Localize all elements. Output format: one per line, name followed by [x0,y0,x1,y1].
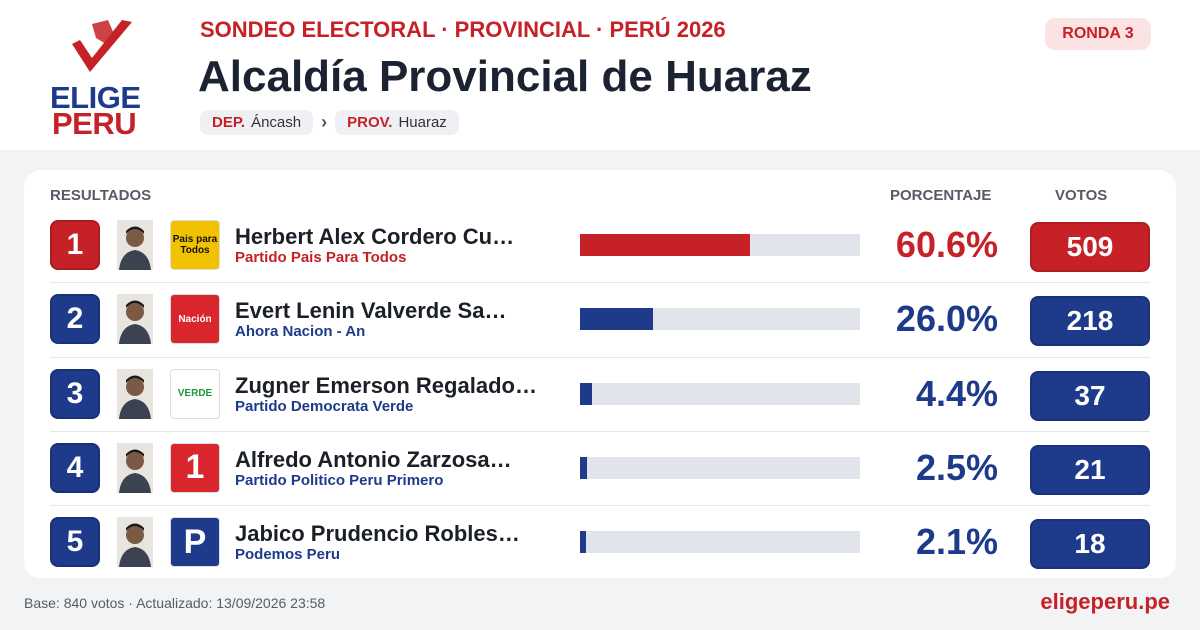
party-name: Partido Pais Para Todos [235,249,407,266]
votes-badge: 18 [1030,519,1150,570]
party-name: Podemos Peru [235,546,341,564]
header: ELIGE PERU SONDEO ELECTORAL · PROVINCIAL… [0,0,1200,150]
bar [580,531,586,554]
round-badge: RONDA 3 [1045,18,1151,50]
rank-badge: 4 [50,442,100,493]
candidate-photo [117,517,153,568]
logo-text: PERU [52,106,137,141]
row-divider [50,356,1150,358]
row-divider [50,505,1150,507]
rank-badge: 3 [50,368,100,419]
rank-badge: 2 [50,294,100,345]
photo-silhouette [119,523,151,568]
candidate-name: Zugner Emerson Regalado… [235,372,537,398]
breadcrumb: DEP. Áncash › PROV. Huaraz [200,110,459,135]
bar [580,234,750,256]
party-logo: Pais para Todos [170,220,220,270]
candidate-name: Alfredo Antonio Zarzosa… [235,446,512,472]
kicker: SONDEO ELECTORAL · PROVINCIAL · PERÚ 202… [200,17,726,42]
candidate-photo [117,368,153,419]
votes-badge: 509 [1030,222,1150,272]
breadcrumb-key: DEP. [212,114,246,131]
candidate-photo [117,442,153,493]
photo-silhouette [119,375,151,419]
candidate-name: Herbert Alex Cordero Cu… [235,224,515,249]
party-logo: VERDE [170,368,220,419]
percent-label: 60.6% [895,224,998,265]
row-divider [50,282,1150,284]
rank-badge: 1 [50,220,100,270]
party-logo: Nación [170,294,220,345]
photo-silhouette [119,226,151,270]
candidate-name: Jabico Prudencio Robles… [235,521,520,547]
photo-silhouette [119,300,151,345]
rank-badge: 5 [50,517,100,568]
row-divider [50,430,1150,432]
logo-mark [72,20,132,72]
party-logo: 1 [170,442,220,493]
breadcrumb-key: PROV. [347,114,393,131]
candidate-photo [117,294,153,345]
bar-track [580,456,860,479]
bar-track [580,308,860,331]
votes-badge: 218 [1030,296,1150,347]
party-name: Ahora Nacion - An [235,323,366,341]
party-name: Partido Democrata Verde [235,397,414,415]
bar-track [580,234,860,256]
breadcrumb-chip: PROV. Huaraz [335,110,459,135]
bar [580,308,653,331]
logo-text: ELIGE [50,80,141,115]
photo-silhouette [119,449,151,493]
column-header: PORCENTAJE [890,187,992,204]
title: Alcaldía Provincial de Huaraz [198,52,812,101]
column-header: VOTOS [1055,187,1108,204]
party-name: Partido Politico Peru Primero [235,471,444,489]
breadcrumb-chip: DEP. Áncash [200,110,314,135]
party-logo: P [170,517,220,568]
votes-badge: 37 [1030,370,1150,421]
percent-label: 2.1% [915,521,998,563]
breadcrumb-value: Áncash [251,114,302,131]
percent-label: 4.4% [915,372,998,414]
bar [580,456,587,479]
breadcrumb-separator: › [321,112,328,132]
footer-site: eligeperu.pe [1040,589,1170,614]
percent-label: 26.0% [895,298,998,340]
votes-badge: 21 [1030,444,1150,495]
bar-track [580,531,860,554]
bar-track [580,382,860,405]
footer-note: Base: 840 votos · Actualizado: 13/09/202… [24,595,326,611]
candidate-name: Evert Lenin Valverde Sa… [235,298,507,324]
percent-label: 2.5% [915,446,998,488]
column-header: RESULTADOS [50,187,152,204]
bar [580,382,593,405]
candidate-photo [117,220,153,270]
breadcrumb-value: Huaraz [398,114,447,131]
